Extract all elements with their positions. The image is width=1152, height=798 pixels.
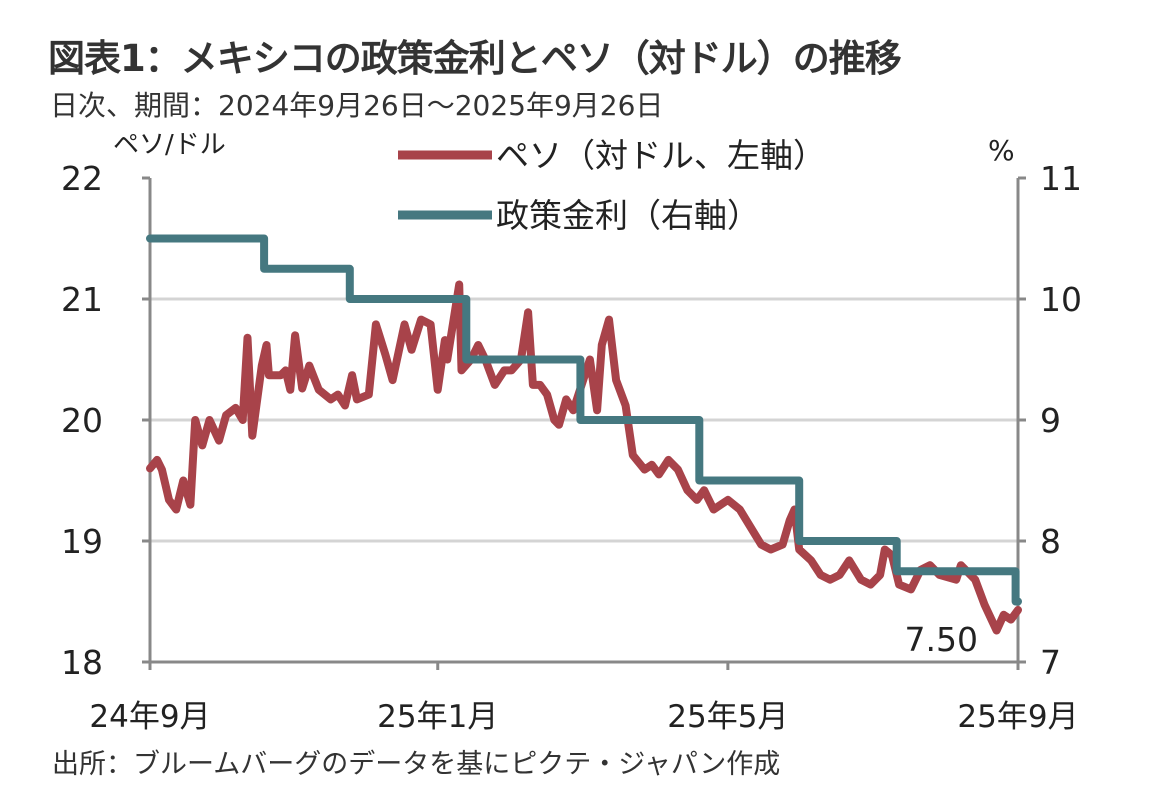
chart-title: 図表1：メキシコの政策金利とペソ（対ドル）の推移 xyxy=(48,37,902,80)
left-tick-label: 18 xyxy=(61,643,103,682)
right-tick-label: 10 xyxy=(1040,280,1082,319)
left-tick-label: 20 xyxy=(61,401,103,440)
policy-rate-series-line xyxy=(146,234,1022,606)
right-axis-unit: % xyxy=(988,134,1015,167)
left-tick-label: 19 xyxy=(61,522,103,561)
legend-label: ペソ（対ドル、左軸） xyxy=(496,136,826,175)
x-tick-label: 25年9月 xyxy=(957,699,1078,735)
right-tick-label: 9 xyxy=(1040,401,1061,440)
left-axis-unit: ペソ/ドル xyxy=(113,130,226,160)
right-tick-label: 11 xyxy=(1040,159,1082,198)
chart-subtitle: 日次、期間：2024年9月26日～2025年9月26日 xyxy=(50,89,664,122)
right-tick-label: 7 xyxy=(1040,643,1061,682)
right-tick-label: 8 xyxy=(1040,522,1061,561)
legend-label: 政策金利（右軸） xyxy=(496,196,760,235)
peso-series-line xyxy=(146,280,1022,635)
source-note: 出所：ブルームバーグのデータを基にピクテ・ジャパン作成 xyxy=(52,749,781,780)
left-tick-label: 22 xyxy=(61,159,103,198)
left-tick-label: 21 xyxy=(61,280,103,319)
end-value-annotation: 7.50 xyxy=(905,620,978,659)
x-tick-label: 25年5月 xyxy=(667,699,788,735)
x-tick-label: 25年1月 xyxy=(377,699,498,735)
x-tick-label: 24年9月 xyxy=(89,699,210,735)
